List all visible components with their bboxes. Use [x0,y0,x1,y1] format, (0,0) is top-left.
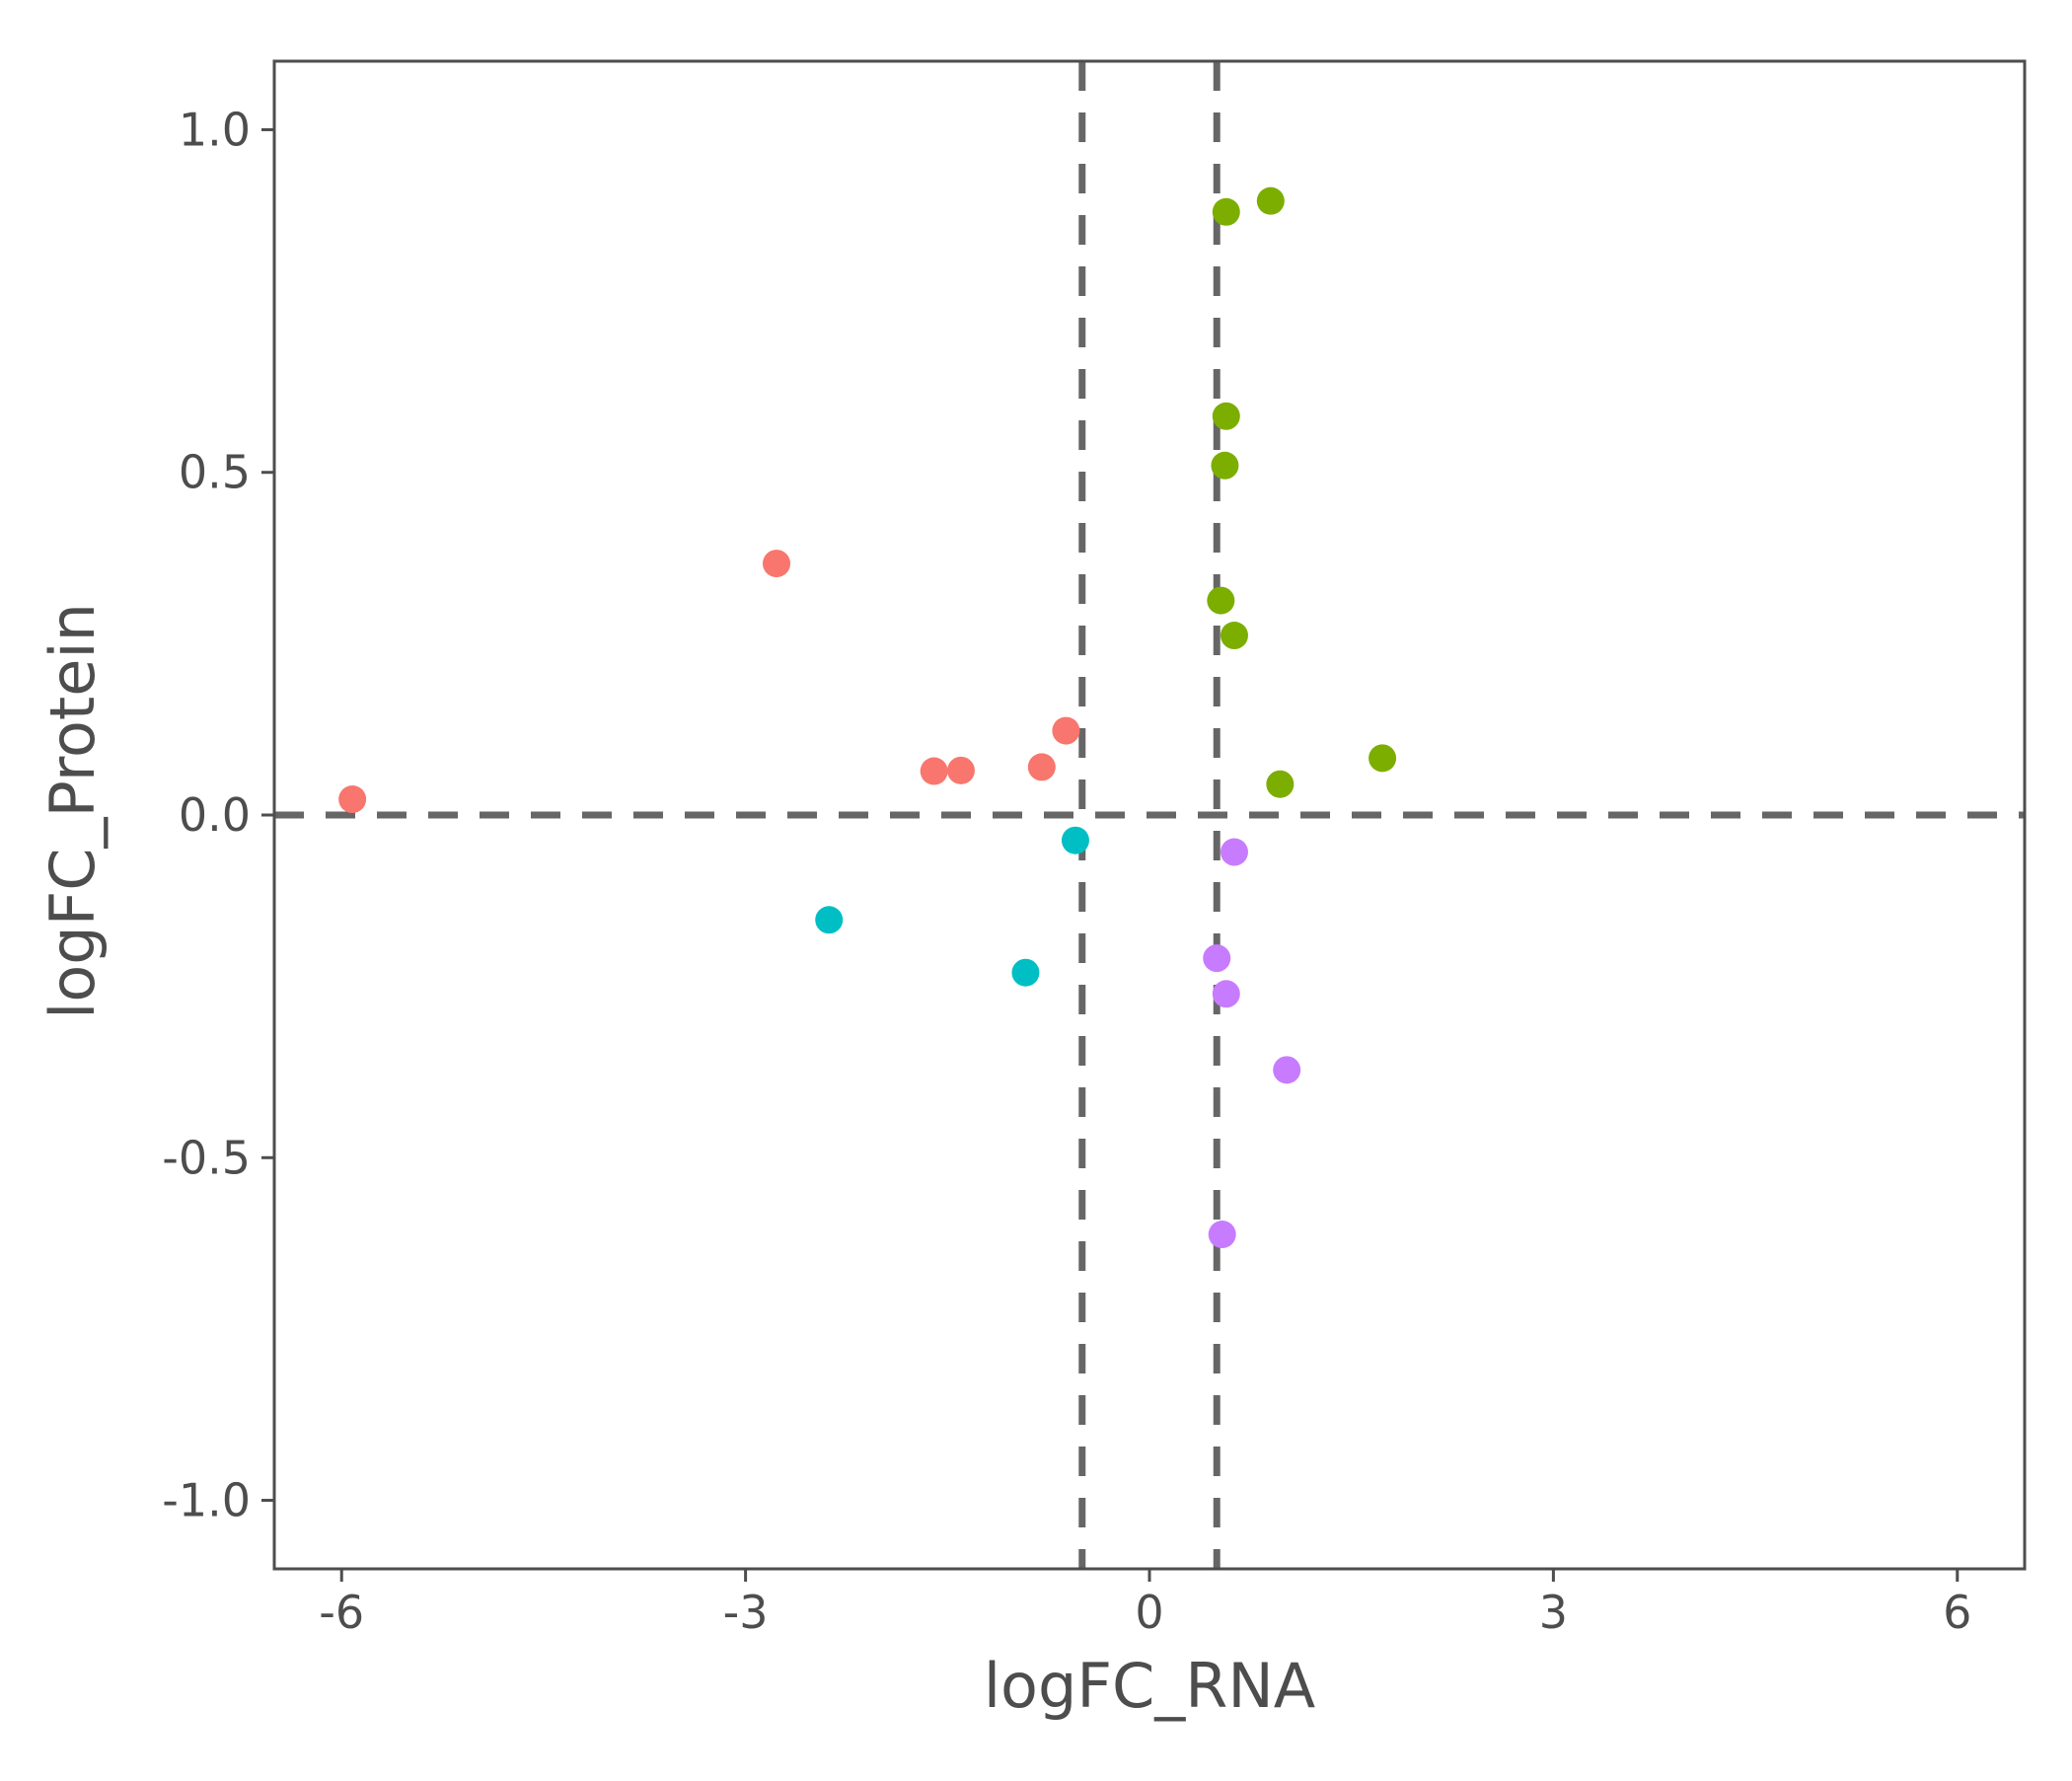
point-s3-1 [1203,944,1231,973]
point-s0-4 [1027,753,1056,781]
y-tick-label: 0.0 [179,788,251,842]
x-tick-label: 0 [1135,1586,1163,1639]
point-s1-6 [1369,744,1397,773]
point-s3-3 [1273,1056,1301,1084]
x-tick-label: -3 [723,1586,769,1639]
point-s1-0 [1212,197,1240,226]
point-s3-0 [1220,838,1248,866]
x-axis-ticks: -6 -3 0 3 6 [319,1569,1971,1639]
point-s0-3 [946,756,975,784]
y-axis-ticks: -1.0 -0.5 0.0 0.5 1.0 [162,103,274,1527]
point-s2-2 [1011,958,1040,987]
y-tick-label: -0.5 [162,1131,251,1184]
point-s1-4 [1207,586,1235,615]
point-s0-5 [1052,716,1080,745]
y-tick-label: 1.0 [179,103,251,156]
y-tick-label: 0.5 [179,446,251,499]
point-s0-0 [338,785,367,814]
point-s0-2 [920,757,948,785]
reference-lines [274,61,2025,1569]
x-axis-title: logFC_RNA [984,1650,1315,1722]
y-axis-title: logFC_Protein [37,603,109,1019]
point-s2-1 [815,906,844,934]
x-tick-label: 3 [1539,1586,1568,1639]
x-tick-label: 6 [1943,1586,1971,1639]
point-s0-1 [763,550,791,578]
point-s1-5 [1220,622,1248,650]
point-s1-7 [1266,770,1295,798]
x-tick-label: -6 [319,1586,364,1639]
point-s1-3 [1211,451,1239,480]
point-s1-2 [1212,402,1240,430]
point-s2-0 [1061,826,1089,854]
point-s1-1 [1256,186,1285,215]
data-points [338,186,1397,1249]
point-s3-2 [1212,980,1240,1008]
y-tick-label: -1.0 [162,1474,251,1527]
point-s3-4 [1208,1221,1236,1249]
